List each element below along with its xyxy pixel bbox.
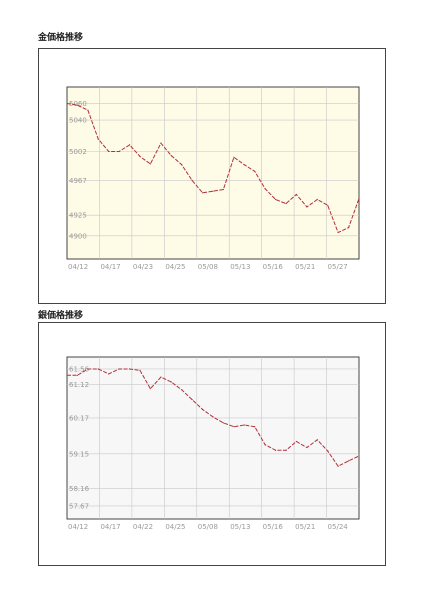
x-tick-label: 04/17 <box>100 263 120 271</box>
x-tick-label: 05/16 <box>263 263 284 271</box>
data-point <box>191 399 193 401</box>
x-tick-label: 05/24 <box>328 523 349 531</box>
data-point <box>243 424 245 426</box>
silver-price-chart: 61.56 61.12 60.17 59.15 58.16 57.67 04/12 04/17… <box>66 356 360 531</box>
data-point <box>108 373 110 375</box>
plot-area <box>66 86 360 260</box>
data-point <box>358 198 360 200</box>
data-point <box>139 369 141 371</box>
data-point <box>76 104 78 106</box>
data-point <box>76 374 78 376</box>
x-tick-label: 05/08 <box>198 263 218 271</box>
data-point <box>254 426 256 428</box>
y-tick-label: 57.67 <box>69 502 89 510</box>
y-tick-label: 5040 <box>69 117 87 125</box>
x-tick-label: 05/16 <box>263 523 284 531</box>
data-point <box>108 150 110 153</box>
data-point <box>316 439 318 441</box>
data-point <box>170 381 172 383</box>
data-point <box>202 408 204 411</box>
data-point <box>306 446 308 449</box>
data-point <box>149 388 151 390</box>
y-tick-label: 4925 <box>69 212 87 220</box>
data-point <box>337 231 339 234</box>
x-tick-label: 04/25 <box>165 523 185 531</box>
y-tick-label: 4967 <box>69 177 87 185</box>
data-point <box>306 206 308 208</box>
data-point <box>233 426 235 428</box>
x-tick-label: 04/22 <box>133 523 153 531</box>
x-tick-label: 05/13 <box>230 263 250 271</box>
data-point <box>118 368 120 370</box>
y-tick-label: 5060 <box>69 100 87 108</box>
data-point <box>160 142 162 144</box>
data-point <box>285 203 287 205</box>
data-point <box>275 449 277 451</box>
data-point <box>222 188 224 191</box>
data-point <box>87 368 89 370</box>
data-point <box>285 449 287 451</box>
data-point <box>139 155 141 158</box>
gold-chart-panel: 5060 5040 5002 4967 4925 4900 04/12 04/17 04/23 0… <box>38 48 386 304</box>
x-tick-label: 05/21 <box>295 263 315 271</box>
data-point <box>149 163 151 165</box>
data-point <box>202 192 204 194</box>
data-point <box>295 193 297 196</box>
x-tick-label: 05/08 <box>198 523 218 531</box>
silver-chart-title: 銀価格推移 <box>38 311 84 321</box>
data-point <box>243 164 245 166</box>
x-tick-label: 05/21 <box>295 523 315 531</box>
data-point <box>129 144 131 146</box>
gold-price-chart: 5060 5040 5002 4967 4925 4900 04/12 04/17 04/23 0… <box>66 86 360 271</box>
y-tick-label: 61.12 <box>69 381 89 389</box>
data-point <box>327 450 329 452</box>
data-point <box>212 190 214 192</box>
data-point <box>348 460 350 462</box>
data-point <box>358 455 360 457</box>
x-tick-label: 04/12 <box>68 523 88 531</box>
data-point <box>97 368 99 370</box>
data-point <box>275 198 277 201</box>
y-tick-label: 58.16 <box>69 485 90 493</box>
data-point <box>222 422 224 424</box>
data-point <box>348 227 350 229</box>
x-tick-label: 05/13 <box>230 523 250 531</box>
data-point <box>254 170 256 172</box>
y-tick-label: 60.17 <box>69 414 89 422</box>
y-tick-label: 4900 <box>69 232 87 240</box>
y-tick-label: 61.56 <box>69 365 90 373</box>
y-tick-label: 5002 <box>69 148 87 156</box>
data-point <box>97 138 99 140</box>
x-tick-label: 04/23 <box>133 263 153 271</box>
x-tick-label: 04/17 <box>100 523 120 531</box>
data-point <box>181 164 183 166</box>
data-point <box>316 198 318 201</box>
data-point <box>129 368 131 370</box>
data-point <box>337 465 339 467</box>
data-point <box>170 155 172 157</box>
x-tick-label: 04/12 <box>68 263 88 271</box>
data-point <box>66 102 68 105</box>
y-tick-label: 59.15 <box>69 450 89 458</box>
data-point <box>181 389 183 391</box>
data-point <box>327 204 329 206</box>
data-point <box>87 109 89 111</box>
data-point <box>212 416 214 418</box>
data-point <box>160 376 162 378</box>
data-point <box>264 188 266 190</box>
data-point <box>295 440 297 443</box>
x-tick-label: 04/25 <box>165 263 185 271</box>
data-point <box>118 150 120 153</box>
data-point <box>233 156 235 158</box>
plot-area <box>66 356 360 520</box>
data-point <box>264 444 266 446</box>
x-tick-label: 05/27 <box>328 263 348 271</box>
gold-chart-title: 金価格推移 <box>38 33 84 43</box>
series-line <box>66 103 360 234</box>
data-point <box>191 179 193 181</box>
data-point <box>66 374 68 376</box>
silver-chart-panel: 61.56 61.12 60.17 59.15 58.16 57.67 04/12 04/17… <box>38 322 386 566</box>
